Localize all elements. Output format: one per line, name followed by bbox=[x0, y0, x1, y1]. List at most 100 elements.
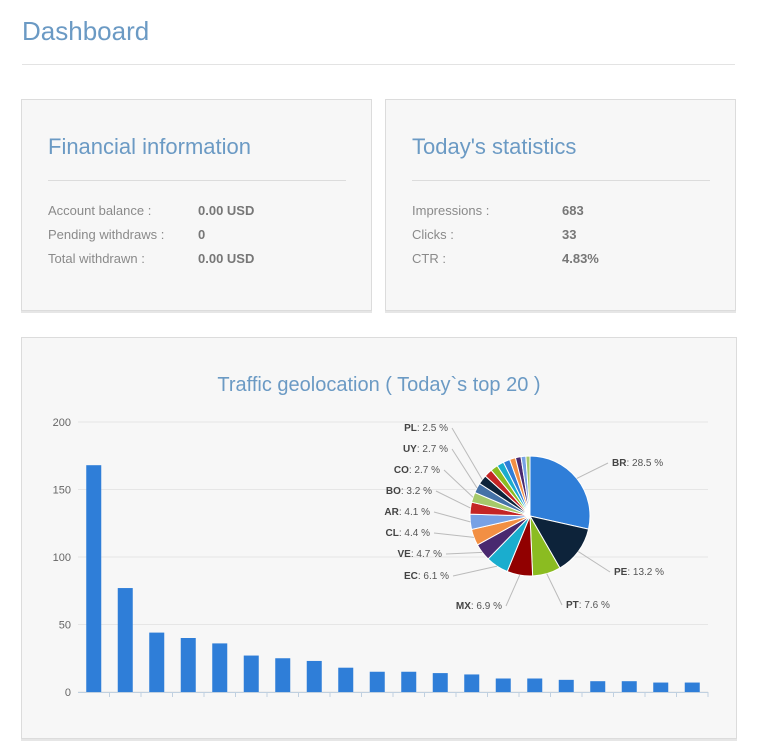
total-withdrawn-label: Total withdrawn : bbox=[48, 251, 145, 266]
pie-label-percent: 28.5 % bbox=[632, 458, 663, 469]
bar bbox=[590, 681, 606, 692]
pie-label: BR: 28.5 % bbox=[612, 458, 663, 469]
todays-statistics-card: Today's statistics Impressions : 683 Cli… bbox=[385, 99, 736, 311]
pie-label-separator: : bbox=[399, 528, 405, 539]
pie-label-separator: : bbox=[411, 549, 417, 560]
bar bbox=[149, 632, 165, 692]
bar bbox=[275, 658, 291, 692]
pie-label-percent: 7.6 % bbox=[584, 600, 610, 611]
pie-slice bbox=[525, 455, 531, 517]
pie-label-percent: 4.7 % bbox=[416, 549, 442, 560]
pie-label-separator: : bbox=[627, 567, 633, 578]
pie-connector bbox=[452, 565, 498, 577]
pie-label: CO: 2.7 % bbox=[394, 465, 440, 476]
pie-label-country: PL bbox=[404, 423, 417, 434]
pie-label-country: EC bbox=[404, 571, 418, 582]
pie-label-separator: : bbox=[418, 571, 424, 582]
pie-connector bbox=[505, 574, 521, 607]
account-balance-label: Account balance : bbox=[48, 203, 152, 218]
card-divider bbox=[412, 180, 710, 181]
pending-withdraws-label: Pending withdraws : bbox=[48, 227, 165, 242]
pie-label-percent: 6.1 % bbox=[423, 571, 449, 582]
pie-label: CL: 4.4 % bbox=[386, 528, 431, 539]
pie-label-separator: : bbox=[409, 465, 415, 476]
pie-label-country: PT bbox=[566, 600, 579, 611]
ctr-label: CTR : bbox=[412, 251, 446, 266]
pie-label: UY: 2.7 % bbox=[403, 444, 448, 455]
bar bbox=[621, 681, 637, 692]
bar bbox=[306, 660, 322, 692]
page-title: Dashboard bbox=[22, 16, 150, 46]
pie-label-country: MX bbox=[456, 601, 471, 612]
impressions-value: 683 bbox=[562, 203, 584, 218]
pie-label-percent: 2.5 % bbox=[422, 423, 448, 434]
y-tick-label: 100 bbox=[53, 552, 71, 564]
ctr-value: 4.83% bbox=[562, 251, 599, 266]
bar bbox=[180, 638, 196, 692]
financial-info-title: Financial information bbox=[48, 134, 251, 159]
pie-label-country: BO bbox=[386, 486, 401, 497]
pie-label-country: CL bbox=[386, 528, 399, 539]
pie-connector bbox=[435, 490, 471, 509]
todays-statistics-title: Today's statistics bbox=[412, 134, 577, 159]
y-tick-label: 0 bbox=[65, 687, 71, 699]
pie-label-separator: : bbox=[417, 444, 423, 455]
traffic-chart: 0 50 100 150 200 BR: 28.5 % PE: 13.2 % PT: 7.6… bbox=[53, 417, 709, 699]
pie-label-percent: 2.7 % bbox=[414, 465, 440, 476]
pie-label-separator: : bbox=[417, 423, 423, 434]
pie-label-separator: : bbox=[399, 507, 405, 518]
pie-layer: BR: 28.5 % PE: 13.2 % PT: 7.6 % MX: 6.9 % EC… bbox=[384, 423, 664, 612]
pie-label-percent: 2.7 % bbox=[422, 444, 448, 455]
chart-title: Traffic geolocation ( Today`s top 20 ) bbox=[217, 374, 541, 396]
pie-connector bbox=[451, 448, 478, 489]
traffic-geolocation-card: Traffic geolocation ( Today`s top 20 ) 0… bbox=[21, 337, 737, 739]
bar bbox=[338, 667, 354, 692]
impressions-label: Impressions : bbox=[412, 203, 490, 218]
pie-label-percent: 13.2 % bbox=[633, 567, 664, 578]
clicks-value: 33 bbox=[562, 227, 577, 242]
pie-connector bbox=[433, 532, 474, 538]
account-balance-value: 0.00 USD bbox=[198, 203, 255, 218]
pie-label-separator: : bbox=[626, 458, 632, 469]
pie-label: PL: 2.5 % bbox=[404, 423, 448, 434]
pie-connector bbox=[546, 573, 563, 606]
bar bbox=[212, 643, 228, 692]
pie-label-percent: 4.1 % bbox=[404, 507, 430, 518]
pie-label-country: VE bbox=[398, 549, 412, 560]
pie-connector bbox=[578, 551, 611, 573]
bar bbox=[432, 673, 448, 692]
y-tick-label: 50 bbox=[59, 620, 71, 632]
y-tick-label: 200 bbox=[53, 417, 71, 429]
bar-layer bbox=[86, 465, 700, 692]
pie-label: AR: 4.1 % bbox=[384, 507, 430, 518]
bar bbox=[684, 682, 700, 692]
pie-label: VE: 4.7 % bbox=[398, 549, 443, 560]
pie-connector bbox=[451, 427, 483, 480]
pie-label-separator: : bbox=[401, 486, 407, 497]
axis-layer: 0 50 100 150 200 bbox=[53, 417, 709, 699]
bar bbox=[558, 679, 574, 692]
pie-connector bbox=[433, 511, 471, 523]
pie-label: EC: 6.1 % bbox=[404, 571, 449, 582]
pie-slice bbox=[529, 455, 591, 530]
pie-label: PT: 7.6 % bbox=[566, 600, 610, 611]
pie-label-percent: 6.9 % bbox=[476, 601, 502, 612]
card-divider bbox=[48, 180, 346, 181]
total-withdrawn-value: 0.00 USD bbox=[198, 251, 255, 266]
financial-info-card: Financial information Account balance : … bbox=[21, 99, 372, 311]
y-tick-label: 150 bbox=[53, 485, 71, 497]
pie-label-country: BR bbox=[612, 458, 627, 469]
bar bbox=[369, 671, 385, 692]
bar bbox=[86, 465, 102, 692]
pie-connector bbox=[445, 551, 483, 555]
pie-label-country: AR bbox=[384, 507, 399, 518]
bar bbox=[117, 588, 133, 692]
pie-label-country: PE bbox=[614, 567, 628, 578]
pie-label-country: UY bbox=[403, 444, 417, 455]
title-divider bbox=[22, 64, 735, 65]
bar bbox=[243, 655, 259, 692]
pie-label-separator: : bbox=[471, 601, 477, 612]
pie-connector bbox=[576, 462, 609, 479]
pie-label-percent: 3.2 % bbox=[406, 486, 432, 497]
bar bbox=[401, 671, 417, 692]
